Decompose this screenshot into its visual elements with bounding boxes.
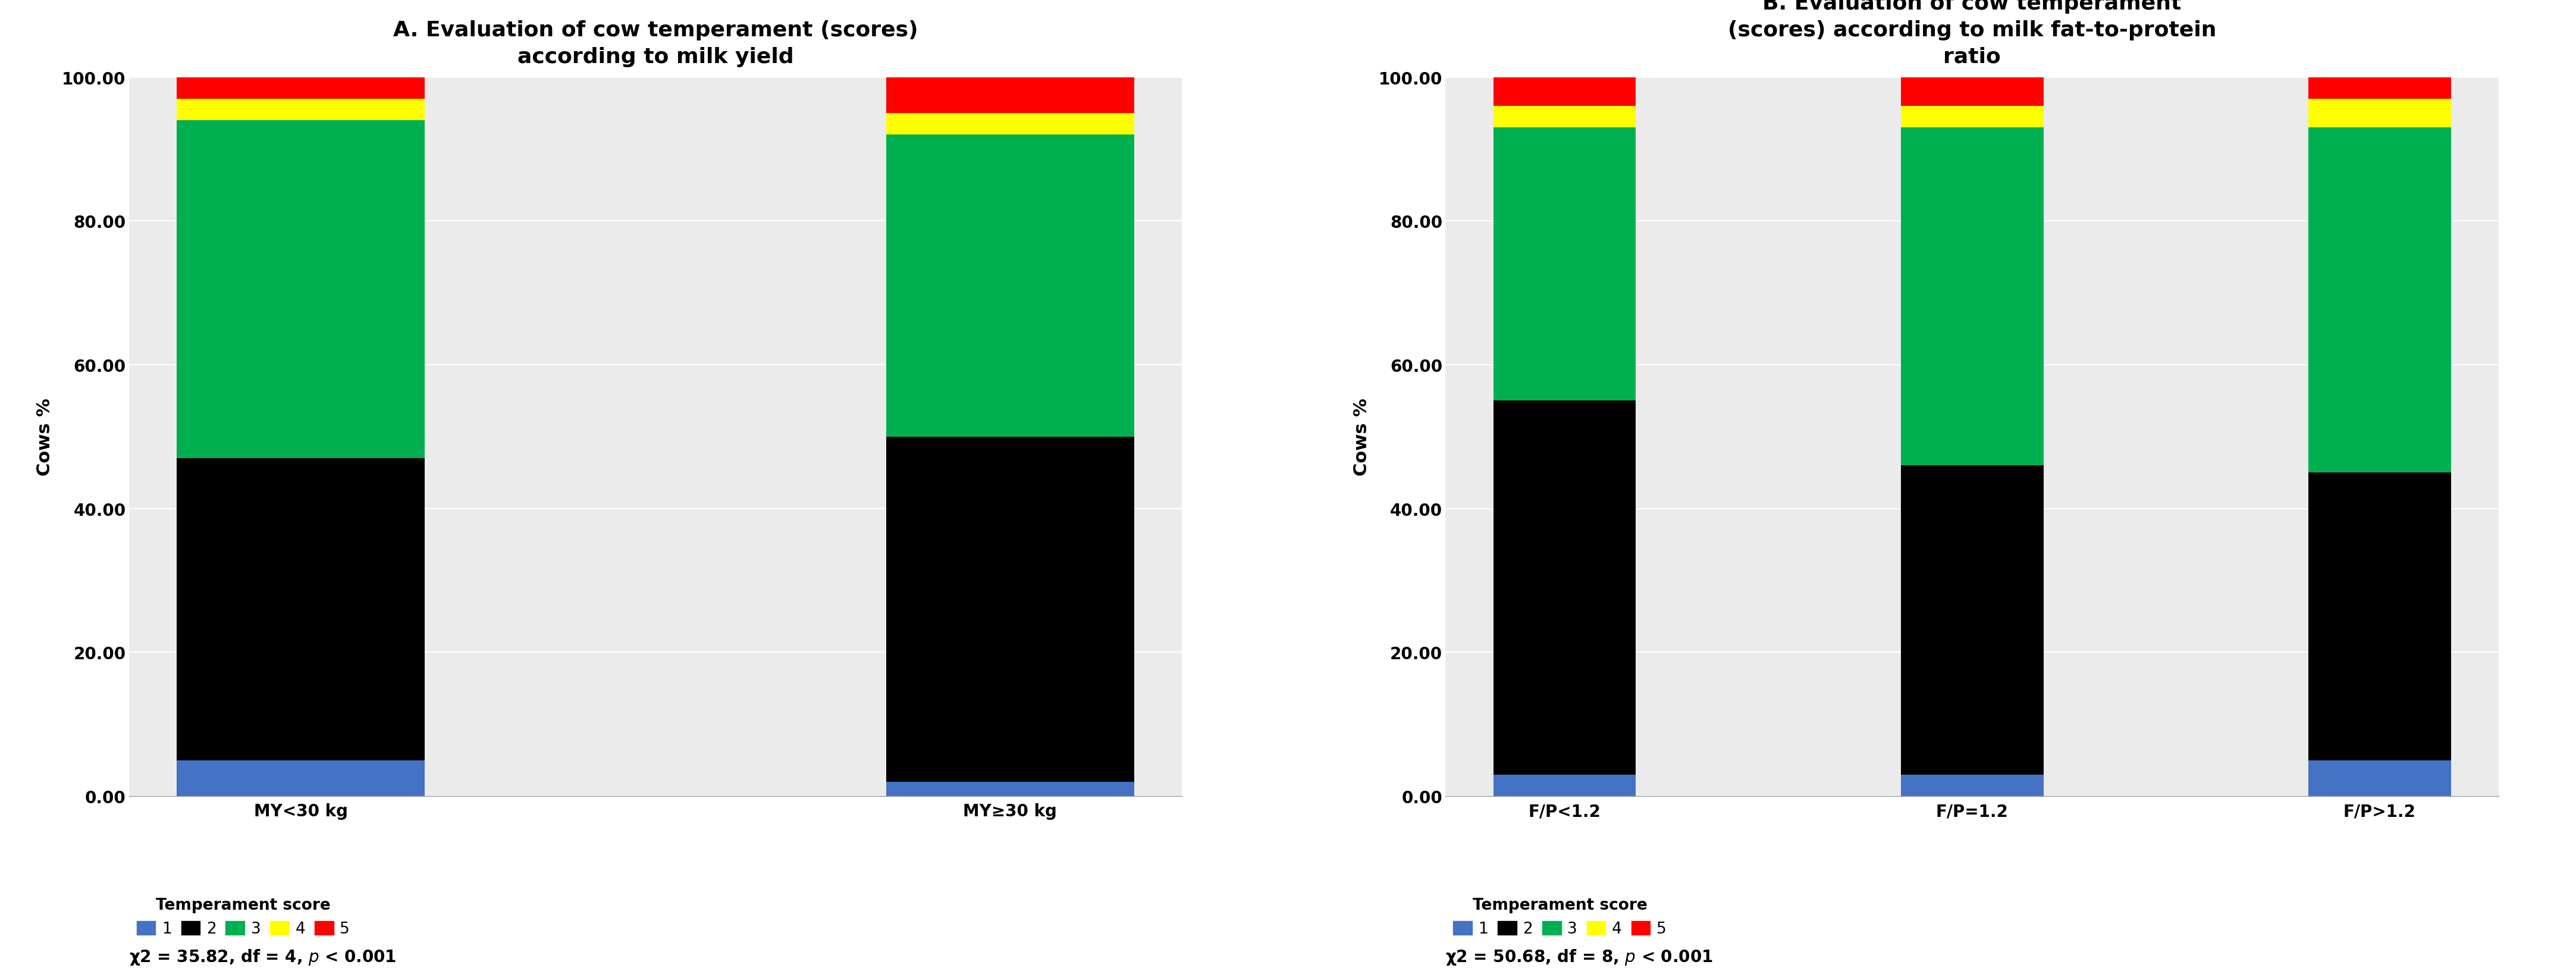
Bar [1901, 107, 2043, 128]
Y-axis label: Cows %: Cows % [1352, 398, 1370, 476]
Bar [886, 782, 1133, 796]
Y-axis label: Cows %: Cows % [36, 398, 54, 476]
Bar [178, 99, 425, 120]
Bar [1494, 107, 1636, 128]
Bar [2308, 78, 2450, 99]
Bar [1494, 128, 1636, 401]
Text: χ2 = 50.68, df = 8, $\it{p}$ < 0.001: χ2 = 50.68, df = 8, $\it{p}$ < 0.001 [1445, 947, 1713, 966]
Bar [178, 458, 425, 760]
Bar [2308, 760, 2450, 796]
Bar [886, 114, 1133, 135]
Text: χ2 = 35.82, df = 4, $\it{p}$ < 0.001: χ2 = 35.82, df = 4, $\it{p}$ < 0.001 [129, 947, 397, 966]
Bar [1901, 775, 2043, 796]
Bar [178, 760, 425, 796]
Bar [1901, 128, 2043, 466]
Bar [1494, 775, 1636, 796]
Bar [886, 78, 1133, 114]
Bar [886, 437, 1133, 782]
Bar [886, 135, 1133, 437]
Legend: 1, 2, 3, 4, 5: 1, 2, 3, 4, 5 [1453, 897, 1667, 937]
Bar [178, 78, 425, 99]
Title: A. Evaluation of cow temperament (scores)
according to milk yield: A. Evaluation of cow temperament (scores… [394, 20, 917, 67]
Title: B. Evaluation of cow temperament
(scores) according to milk fat-to-protein
ratio: B. Evaluation of cow temperament (scores… [1728, 0, 2215, 67]
Legend: 1, 2, 3, 4, 5: 1, 2, 3, 4, 5 [137, 897, 350, 937]
Bar [1901, 78, 2043, 107]
Bar [178, 120, 425, 458]
Bar [1901, 466, 2043, 775]
Bar [2308, 99, 2450, 128]
Bar [2308, 473, 2450, 760]
Bar [2308, 128, 2450, 473]
Bar [1494, 401, 1636, 775]
Bar [1494, 78, 1636, 107]
